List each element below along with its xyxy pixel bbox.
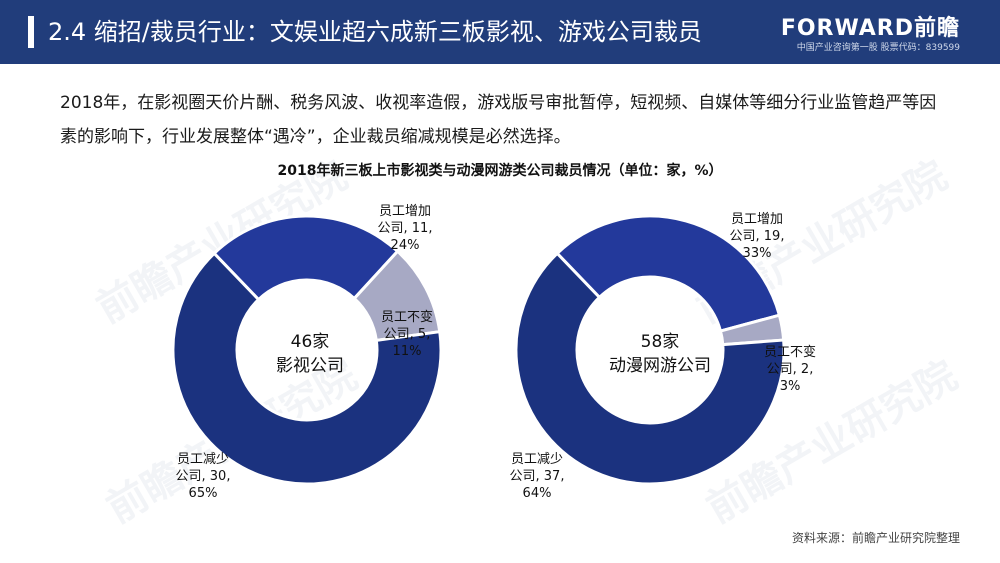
label-line: 公司, 5, bbox=[383, 327, 431, 342]
label-line: 员工不变 bbox=[763, 345, 816, 360]
label-line: 24% bbox=[390, 238, 420, 253]
brand-logo: FORWARD前瞻 bbox=[780, 16, 960, 41]
title-accent-bar bbox=[28, 16, 34, 48]
brand-tagline: 中国产业咨询第一股 股票代码：839599 bbox=[796, 43, 960, 53]
label-line: 33% bbox=[742, 246, 772, 261]
donut1-label-decrease: 员工减少 公司, 30, 65% bbox=[163, 451, 243, 502]
donut2-center-count: 58家 bbox=[640, 332, 680, 352]
label-line: 公司, 19, bbox=[729, 229, 785, 244]
chart-title: 2018年新三板上市影视类与动漫网游类公司裁员情况（单位：家，%） bbox=[277, 163, 723, 179]
donut1-slice-3 bbox=[171, 251, 443, 486]
label-line: 公司, 2, bbox=[766, 362, 814, 377]
label-line: 65% bbox=[188, 486, 218, 501]
donut2-label-decrease: 员工减少 公司, 37, 64% bbox=[497, 451, 577, 502]
donut1-center-name: 影视公司 bbox=[276, 356, 344, 376]
intro-paragraph: 2018年，在影视圈天价片酬、税务风波、收视率造假，游戏版号审批暂停，短视频、自… bbox=[60, 93, 937, 147]
label-line: 公司, 30, bbox=[175, 469, 231, 484]
donut2-label-unchanged: 员工不变 公司, 2, 3% bbox=[755, 344, 825, 395]
donut2-center-label: 58家 动漫网游公司 bbox=[590, 330, 730, 378]
label-line: 64% bbox=[522, 486, 552, 501]
donut1-slice-1 bbox=[212, 214, 400, 302]
label-line: 公司, 37, bbox=[509, 469, 565, 484]
donut2-slice-1 bbox=[555, 214, 782, 333]
donut2-label-increase: 员工增加 公司, 19, 33% bbox=[722, 211, 792, 262]
label-line: 3% bbox=[779, 379, 801, 394]
donut1-label-increase: 员工增加 公司, 11, 24% bbox=[370, 203, 440, 254]
label-line: 11% bbox=[392, 344, 422, 359]
donut1-label-unchanged: 员工不变 公司, 5, 11% bbox=[372, 309, 442, 360]
donut1-center-count: 46家 bbox=[290, 332, 330, 352]
slide-header: 2.4 缩招/裁员行业：文娱业超六成新三板影视、游戏公司裁员 FORWARD前瞻… bbox=[0, 0, 1000, 64]
donut2-center-name: 动漫网游公司 bbox=[609, 356, 711, 376]
slide-title: 2.4 缩招/裁员行业：文娱业超六成新三板影视、游戏公司裁员 bbox=[48, 18, 702, 46]
source-note: 资料来源：前瞻产业研究院整理 bbox=[791, 531, 960, 545]
label-line: 员工增加 bbox=[378, 204, 431, 219]
donut1-center-label: 46家 影视公司 bbox=[250, 330, 370, 378]
label-line: 员工增加 bbox=[730, 212, 783, 227]
label-line: 员工减少 bbox=[510, 452, 563, 467]
donut2-slice-3 bbox=[514, 251, 786, 486]
label-line: 公司, 11, bbox=[377, 221, 433, 236]
label-line: 员工减少 bbox=[176, 452, 229, 467]
label-line: 员工不变 bbox=[380, 310, 433, 325]
